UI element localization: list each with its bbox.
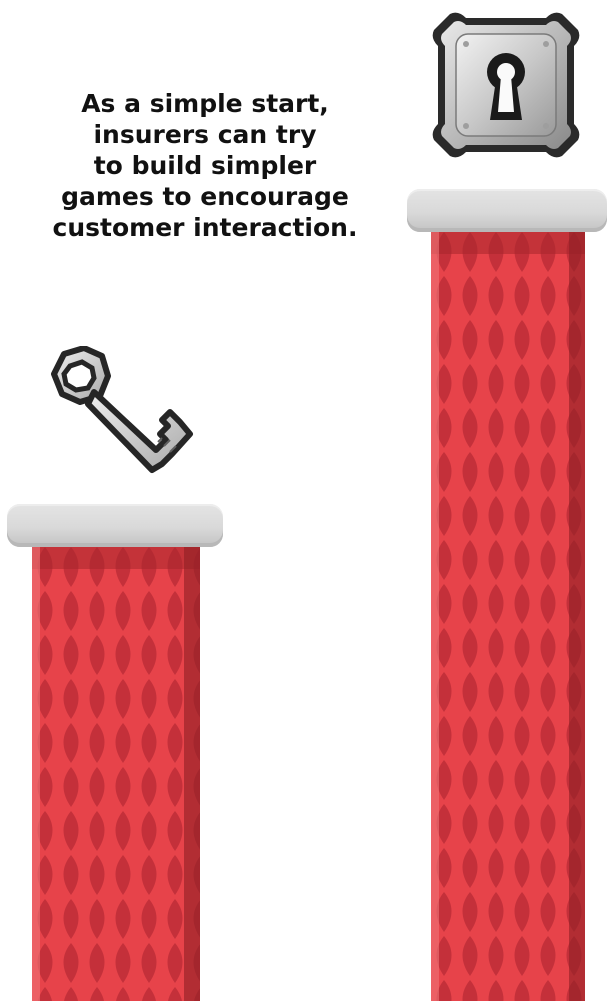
caption-text: As a simple start, insurers can try to b… <box>20 88 390 243</box>
right-pillar <box>431 232 585 1001</box>
left-pillar <box>32 547 200 1001</box>
caption-line: to build simpler <box>93 151 317 180</box>
caption-line: As a simple start, <box>81 89 329 118</box>
caption-line: customer interaction. <box>52 213 358 242</box>
caption-line: games to encourage <box>61 182 349 211</box>
right-pillar-cap <box>407 189 607 232</box>
left-pillar-cap <box>7 504 223 547</box>
key-icon[interactable] <box>44 346 196 474</box>
lock-icon[interactable] <box>428 8 584 162</box>
caption-line: insurers can try <box>93 120 317 149</box>
